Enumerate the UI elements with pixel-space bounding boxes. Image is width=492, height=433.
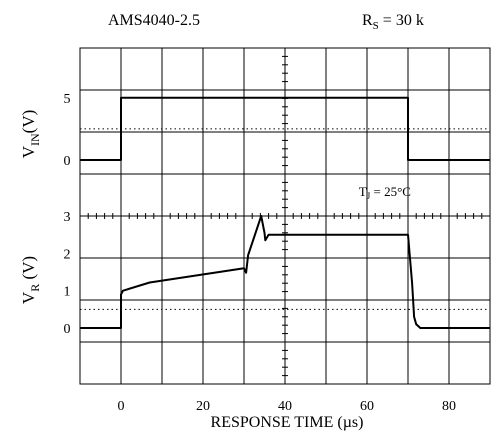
vr-series-line	[80, 215, 490, 329]
chart-title-right: RS = 30 k	[362, 12, 424, 32]
rs-label-main: R	[362, 12, 373, 29]
x-tick-label: 20	[196, 399, 210, 414]
vr-y-tick-label: 2	[64, 247, 71, 262]
vin-axis-label: VIN(V)	[19, 110, 42, 159]
vr-y-tick-label: 1	[64, 285, 71, 300]
vr-y-tick-label: 0	[64, 322, 71, 337]
x-tick-label: 60	[360, 399, 374, 414]
x-tick-label: 40	[278, 399, 292, 414]
vin-y-tick-label: 5	[64, 92, 71, 107]
rs-label-sub: S	[373, 20, 379, 32]
vr-y-tick-label: 3	[64, 210, 71, 225]
x-tick-labels: 0 20 40 60 80	[118, 399, 457, 414]
center-axis-ticks	[79, 47, 491, 385]
vin-series-line	[80, 96, 490, 161]
x-tick-label: 80	[442, 399, 456, 414]
y-tick-labels: 5 0 3 2 1 0	[64, 92, 71, 337]
vin-y-tick-label: 0	[64, 154, 71, 169]
vr-axis-label: VR (V)	[19, 256, 42, 304]
tj-annotation: TJ = 25°C	[359, 184, 411, 201]
rs-label-rest: = 30 k	[379, 12, 424, 29]
chart-title-left: AMS4040-2.5	[108, 12, 200, 29]
x-axis-label: RESPONSE TIME (µs)	[211, 414, 364, 431]
x-tick-label: 0	[118, 399, 125, 414]
